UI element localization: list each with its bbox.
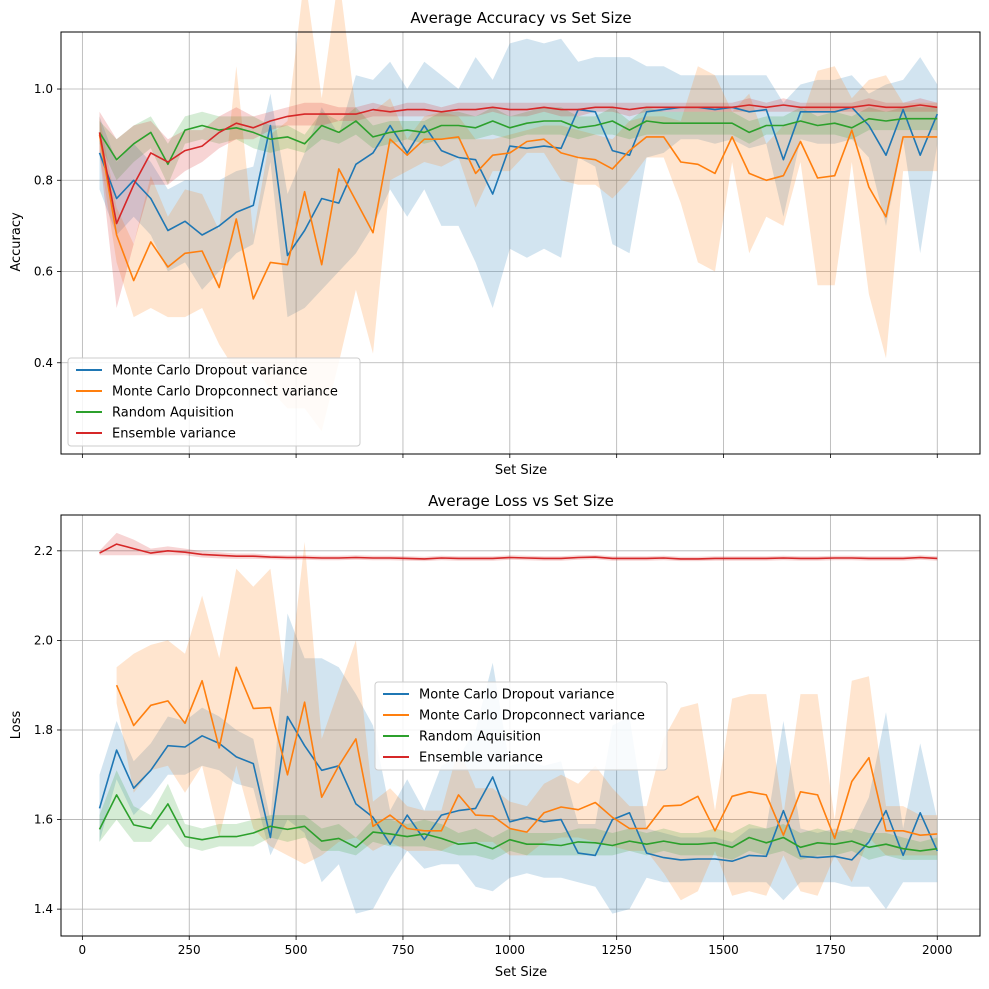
x-tick-label: 750 (392, 943, 415, 957)
y-tick-label: 1.4 (34, 902, 53, 916)
x-axis-title: Set Size (495, 965, 547, 980)
series-line (98, 129, 938, 300)
series-band (99, 770, 938, 860)
legend: Monte Carlo Dropout variance Monte Carlo … (67, 357, 361, 447)
x-tick-label: 1500 (708, 943, 739, 957)
x-tick-label: 500 (285, 943, 308, 957)
series-line (98, 104, 938, 225)
legend-label: Monte Carlo Dropout variance (419, 688, 614, 703)
legend-label: Ensemble variance (419, 751, 543, 766)
series-line (98, 117, 938, 166)
y-tick-label: 2.2 (34, 544, 53, 558)
x-tick-label: 1000 (495, 943, 526, 957)
y-tick-label: 0.4 (34, 356, 53, 370)
y-tick-label: 0.6 (34, 265, 53, 279)
y-axis-title: Accuracy (9, 212, 24, 272)
legend-label: Ensemble variance (112, 427, 236, 442)
series-line (99, 543, 938, 560)
series-band (99, 532, 938, 562)
legend-label: Monte Carlo Dropconnect variance (419, 709, 645, 724)
y-tick-label: 0.8 (34, 173, 53, 187)
series-band (116, 541, 938, 901)
series-line (98, 794, 938, 852)
x-tick-label: 0 (79, 943, 87, 957)
y-tick-label: 1.0 (34, 82, 53, 96)
legend-label: Monte Carlo Dropconnect variance (112, 385, 338, 400)
plot-frame (60, 31, 981, 455)
loss-chart: Average Loss vs Set Size Set Size Loss 0… (9, 492, 981, 980)
x-tick-label: 250 (178, 943, 201, 957)
legend-box (67, 357, 361, 447)
x-tick-label: 1750 (815, 943, 846, 957)
legend-label: Random Aquisition (419, 730, 541, 745)
legend-label: Random Aquisition (112, 406, 234, 421)
y-tick-label: 1.8 (34, 723, 53, 737)
legend-box (374, 681, 668, 771)
plot-frame (60, 514, 981, 937)
accuracy-chart: Average Accuracy vs Set Size Set Size Ac… (9, 0, 981, 478)
x-axis-title: Set Size (495, 463, 547, 478)
y-axis-title: Loss (9, 711, 24, 740)
series-line (115, 666, 938, 840)
legend-label: Monte Carlo Dropout variance (112, 364, 307, 379)
series-line (98, 715, 939, 863)
series-band (99, 107, 938, 185)
x-tick-label: 1250 (601, 943, 632, 957)
legend: Monte Carlo Dropout variance Monte Carlo … (374, 681, 668, 771)
y-tick-label: 2.0 (34, 633, 53, 647)
chart-title: Average Accuracy vs Set Size (410, 9, 631, 27)
x-tick-label: 2000 (922, 943, 953, 957)
y-tick-label: 1.6 (34, 813, 53, 827)
chart-title: Average Loss vs Set Size (428, 492, 614, 510)
